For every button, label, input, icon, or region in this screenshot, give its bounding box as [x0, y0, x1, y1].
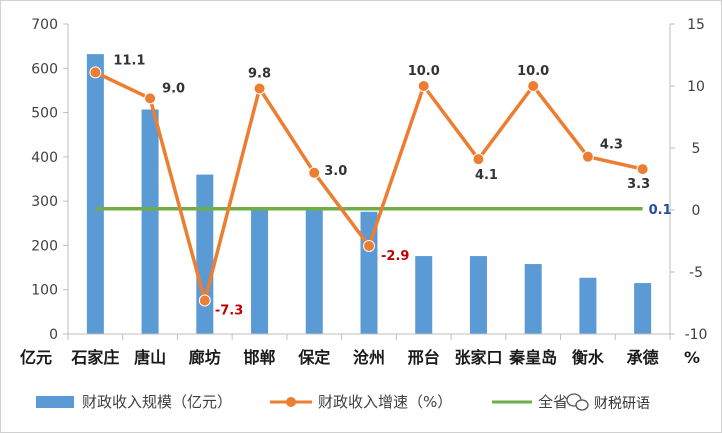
line-point	[198, 294, 211, 307]
bar	[86, 54, 104, 334]
right-tick-label: 0	[692, 203, 701, 219]
category-label: 衡水	[572, 348, 605, 367]
line-data-label: 10.0	[408, 64, 440, 79]
bar	[415, 256, 433, 334]
left-tick-label: 600	[31, 61, 58, 77]
line-point	[417, 80, 430, 92]
line-point	[308, 166, 321, 179]
left-tick-label: 300	[31, 194, 58, 210]
watermark: 财税研语	[566, 393, 650, 412]
data-labels: 11.1 9.0 -7.3 9.8 3.0 -2.9 10.0 4.1 10.0 4.3 3.3	[113, 53, 650, 318]
category-label: 保定	[297, 348, 330, 367]
line-point	[89, 66, 102, 79]
left-tick-label: 500	[31, 106, 58, 122]
line-point	[253, 82, 266, 95]
category-label: 承德	[627, 348, 659, 367]
axes: 0 100 200 300 400 500 600 700 -10 -5 0 5 10 15 石家庄 唐山 廊坊…	[20, 17, 707, 367]
left-tick-label: 0	[49, 327, 58, 343]
line-data-label: 3.3	[627, 177, 650, 192]
reference-line-group: 0.1	[95, 203, 672, 218]
left-tick-label: 200	[31, 238, 58, 254]
bar	[469, 256, 487, 334]
right-tick-label: 10	[687, 79, 705, 95]
category-label: 邯郸	[244, 348, 276, 367]
bar	[141, 109, 159, 334]
left-tick-label: 400	[31, 150, 58, 166]
bar	[196, 174, 214, 334]
legend-bar-swatch	[36, 396, 74, 408]
line-data-label: -2.9	[381, 249, 409, 264]
bar	[251, 207, 269, 334]
legend-line-label: 财政收入增速（%）	[318, 393, 452, 411]
right-axis-unit: %	[684, 348, 700, 367]
right-tick-label: 15	[687, 17, 705, 33]
line-data-label: 9.0	[162, 81, 185, 96]
line-point	[636, 163, 649, 176]
line-data-label: 11.1	[113, 53, 145, 68]
line-point	[363, 239, 375, 252]
line-data-label: 9.8	[248, 66, 271, 81]
legend-line-marker	[286, 397, 296, 407]
category-label: 廊坊	[189, 348, 221, 367]
legend-ref-label: 全省	[538, 393, 568, 411]
legend: 财政收入规模（亿元） 财政收入增速（%） 全省 财税研语	[36, 393, 650, 412]
category-label: 邢台	[407, 348, 440, 367]
line-data-label: 4.3	[600, 138, 623, 153]
wechat-icon-bubble	[575, 399, 589, 411]
bar	[634, 283, 652, 334]
line-data-label: 10.0	[517, 64, 549, 79]
watermark-text: 财税研语	[594, 396, 650, 412]
right-tick-label: -5	[689, 265, 703, 281]
right-tick-label: -10	[685, 327, 708, 343]
bar	[579, 277, 597, 334]
line-point	[144, 92, 157, 105]
category-label: 沧州	[353, 348, 385, 367]
category-label: 石家庄	[70, 348, 119, 367]
bar	[305, 208, 323, 334]
right-tick-label: 5	[692, 141, 701, 157]
left-axis-unit: 亿元	[20, 348, 52, 367]
legend-bar-label: 财政收入规模（亿元）	[82, 393, 232, 411]
left-tick-label: 100	[31, 283, 58, 299]
category-label: 秦皇岛	[508, 348, 557, 367]
category-label: 张家口	[454, 348, 502, 367]
line-data-label: -7.3	[215, 304, 243, 319]
line-series	[89, 66, 649, 307]
line-point	[527, 80, 540, 92]
left-tick-label: 700	[31, 17, 58, 33]
reference-data-label: 0.1	[649, 203, 672, 218]
line-data-label: 3.0	[324, 164, 347, 179]
line-data-label: 4.1	[475, 168, 498, 183]
line-point	[581, 150, 594, 163]
bar	[524, 264, 542, 334]
line-point	[472, 153, 485, 166]
category-label: 唐山	[134, 348, 166, 367]
